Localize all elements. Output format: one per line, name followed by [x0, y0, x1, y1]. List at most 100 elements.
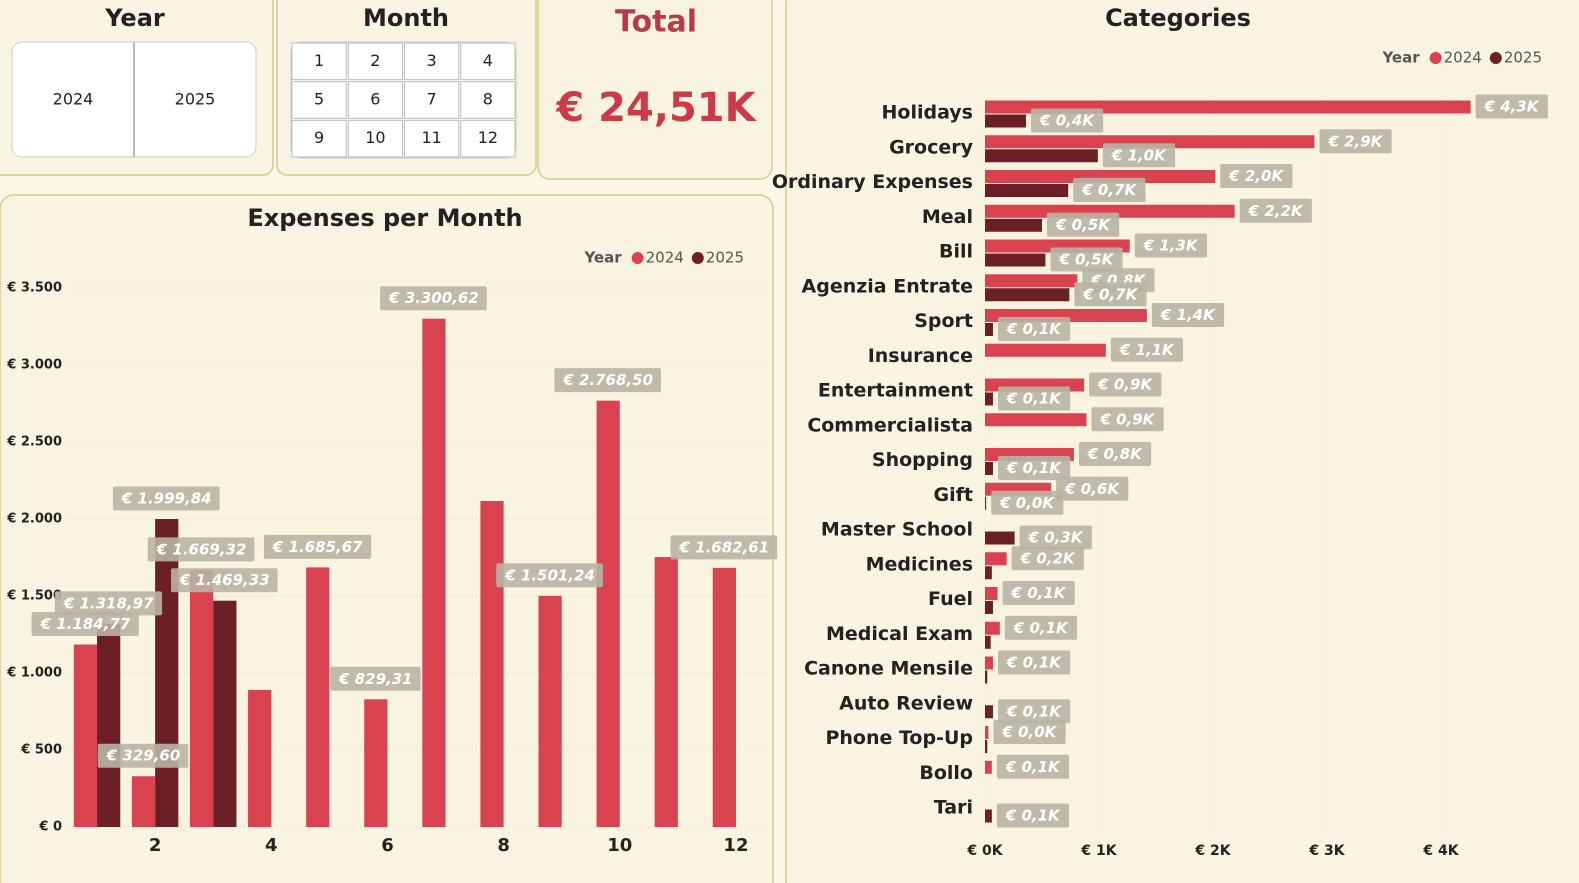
slicer-cell[interactable] [291, 42, 347, 81]
slicer-option[interactable]: 4 [483, 51, 493, 70]
category-label: Medicines [866, 553, 973, 575]
data-label: € 2.768,50 [554, 368, 662, 393]
data-label-text: € 1,3K [1143, 237, 1199, 255]
slicer-cell[interactable] [347, 81, 403, 119]
slicer-option[interactable]: 6 [370, 90, 380, 109]
data-label-text: € 0,2K [1020, 549, 1076, 567]
slicer-option[interactable]: 2025 [175, 90, 216, 109]
data-label-bg [263, 534, 372, 559]
x-tick-label: 6 [381, 835, 394, 856]
data-label-text: € 329,60 [106, 747, 181, 765]
slicer-option[interactable]: 3 [427, 51, 437, 70]
y-tick-label: € 1.500 [6, 589, 62, 604]
bar [985, 413, 1087, 427]
bar [985, 343, 1106, 357]
year-slicer-title: Year [104, 4, 165, 32]
data-label-bg [147, 537, 255, 562]
slicer-option[interactable]: 7 [427, 90, 437, 109]
data-label: € 1.318,97 [54, 591, 163, 616]
legend-label: 2024 [1444, 49, 1482, 67]
data-label-bg [380, 286, 487, 311]
bar [985, 100, 1471, 114]
bar [131, 776, 156, 827]
slicer-option[interactable]: 5 [314, 90, 324, 109]
category-label: Meal [922, 206, 973, 228]
data-label-text: € 0,8K [1087, 445, 1143, 463]
data-label-text: € 3.300,62 [388, 289, 479, 307]
bar [985, 705, 993, 719]
data-label-bg [1151, 303, 1225, 327]
data-label: € 1,1K [1110, 337, 1184, 362]
bar [985, 656, 993, 670]
data-label-text: € 0,5K [1055, 216, 1111, 234]
data-label-bg [1019, 525, 1092, 550]
x-tick-label: € 4K [1422, 843, 1459, 859]
chart-title: Categories [1105, 4, 1251, 32]
data-label-text: € 2,9K [1327, 132, 1383, 150]
x-tick-label: 12 [723, 835, 748, 856]
data-label-bg [1002, 581, 1075, 605]
slicer-option[interactable]: 12 [478, 128, 498, 147]
data-label: € 0,9K [1091, 407, 1164, 432]
slicer-cell[interactable] [404, 42, 460, 81]
slicer-option[interactable]: 1 [314, 51, 324, 70]
category-label: Fuel [928, 588, 973, 610]
data-label: € 0,5K [1050, 247, 1123, 272]
data-label: € 1.685,67 [263, 534, 372, 559]
data-label: € 1.999,84 [112, 486, 220, 511]
bar [985, 392, 993, 406]
bar [73, 644, 98, 827]
data-label: € 0,8K [1078, 442, 1152, 466]
x-tick-label: € 2K [1194, 843, 1231, 859]
data-label-bg [1220, 164, 1293, 188]
x-tick-label: € 3K [1308, 843, 1345, 859]
slicer-cell[interactable] [460, 81, 516, 119]
bar [985, 323, 993, 336]
bar [189, 569, 214, 827]
slicer-option[interactable]: 11 [421, 128, 441, 147]
slicer-cell[interactable] [347, 42, 403, 81]
data-label-text: € 0,3K [1028, 529, 1084, 547]
data-label: € 0,7K [1074, 282, 1147, 307]
data-label: € 0,2K [1011, 546, 1084, 571]
y-tick-label: € 3.500 [6, 281, 62, 296]
data-label-bg [1031, 108, 1104, 133]
chart-title: Expenses per Month [247, 204, 522, 232]
data-label-bg [1089, 372, 1162, 397]
bar [985, 253, 1046, 267]
data-label-bg [330, 666, 421, 691]
slicer-cell[interactable] [291, 119, 347, 158]
data-label-bg [554, 368, 662, 393]
slicer-cell[interactable] [404, 119, 460, 158]
data-label-bg [997, 699, 1071, 724]
data-label-text: € 1.469,33 [179, 571, 270, 589]
slicer-cell[interactable] [291, 81, 347, 119]
data-label-bg [1319, 129, 1392, 154]
data-label-bg [1475, 94, 1548, 119]
data-label-text: € 1.999,84 [121, 490, 212, 508]
data-label: € 1.669,32 [147, 537, 255, 562]
y-tick-label: € 2.000 [6, 512, 62, 527]
data-label: € 0,3K [1019, 525, 1092, 550]
slicer-option[interactable]: 10 [365, 128, 385, 147]
category-label: Medical Exam [826, 623, 973, 645]
slicer-cell[interactable] [404, 81, 460, 119]
category-label: Tari [934, 797, 973, 819]
slicer-cell[interactable] [460, 42, 516, 81]
slicer-option[interactable]: 9 [314, 128, 324, 147]
data-label-bg [670, 535, 778, 560]
slicer-option[interactable]: 2 [370, 51, 380, 70]
category-label: Bollo [919, 762, 973, 784]
card-title: Total [615, 5, 697, 40]
slicer-option[interactable]: 2024 [53, 90, 94, 109]
bar [985, 114, 1027, 128]
data-label-text: € 0,1K [1011, 584, 1067, 602]
slicer-cell[interactable] [347, 119, 403, 158]
data-label-text: € 0,9K [1097, 376, 1153, 394]
data-label: € 829,31 [330, 666, 421, 691]
category-label: Phone Top-Up [825, 727, 973, 749]
category-label: Auto Review [839, 692, 973, 714]
slicer-option[interactable]: 8 [483, 90, 493, 109]
slicer-cell[interactable] [460, 119, 516, 158]
